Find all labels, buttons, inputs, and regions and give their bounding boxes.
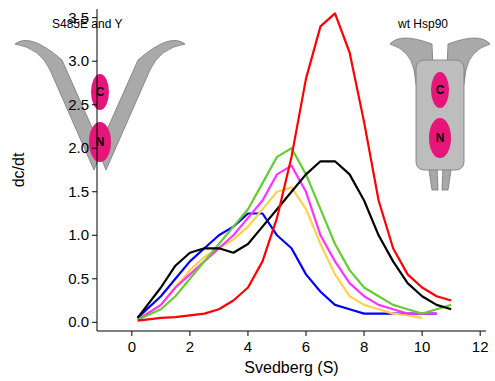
y-tick-label: 2.0 <box>68 139 89 156</box>
x-tick-label: 12 <box>472 338 489 355</box>
x-tick-label: 6 <box>302 338 310 355</box>
domain-label: N <box>436 131 445 145</box>
y-tick <box>92 191 97 192</box>
y-tick-label: 1.5 <box>68 183 89 200</box>
domain-label: C <box>436 83 445 97</box>
x-tick <box>131 331 132 336</box>
y-tick-label: 0.0 <box>68 313 89 330</box>
x-tick-label: 0 <box>128 338 136 355</box>
x-axis <box>97 331 486 332</box>
x-tick-label: 10 <box>414 338 431 355</box>
x-tick <box>306 331 307 336</box>
x-tick-label: 8 <box>360 338 368 355</box>
y-tick <box>92 322 97 323</box>
c-domain <box>431 72 449 108</box>
x-tick <box>189 331 190 336</box>
domain-label: C <box>96 85 105 99</box>
x-tick-label: 4 <box>244 338 252 355</box>
x-tick <box>364 331 365 336</box>
x-axis-title: Svedberg (S) <box>244 359 338 376</box>
protomer <box>15 40 102 170</box>
series-line <box>138 214 437 318</box>
annotation: wt Hsp90 <box>397 17 448 31</box>
y-tick-label: 3.0 <box>68 52 89 69</box>
x-tick <box>247 331 248 336</box>
x-tick <box>480 331 481 336</box>
y-axis-title: dc/dt <box>10 152 27 187</box>
series-line <box>138 13 452 320</box>
cartoons <box>15 38 490 190</box>
series-line <box>138 148 452 320</box>
y-tick-label: 1.0 <box>68 226 89 243</box>
domain-label: N <box>96 135 105 149</box>
y-axis <box>97 9 98 331</box>
n-domain <box>429 118 451 158</box>
y-tick <box>92 235 97 236</box>
y-tick-label: 0.5 <box>68 270 89 287</box>
y-tick <box>92 61 97 62</box>
n-domain <box>89 122 111 162</box>
protomer-body <box>416 60 464 170</box>
x-tick-label: 2 <box>186 338 194 355</box>
c-domain <box>91 74 109 110</box>
y-tick <box>92 278 97 279</box>
x-tick <box>422 331 423 336</box>
plot-area <box>138 13 452 320</box>
annotation: S485E and Y <box>52 17 123 31</box>
protomer <box>98 40 185 170</box>
series-line <box>138 161 452 318</box>
y-tick-label: 2.5 <box>68 96 89 113</box>
chart: 0246810120.00.51.01.52.02.53.03.5Svedber… <box>0 0 495 381</box>
y-tick <box>92 104 97 105</box>
